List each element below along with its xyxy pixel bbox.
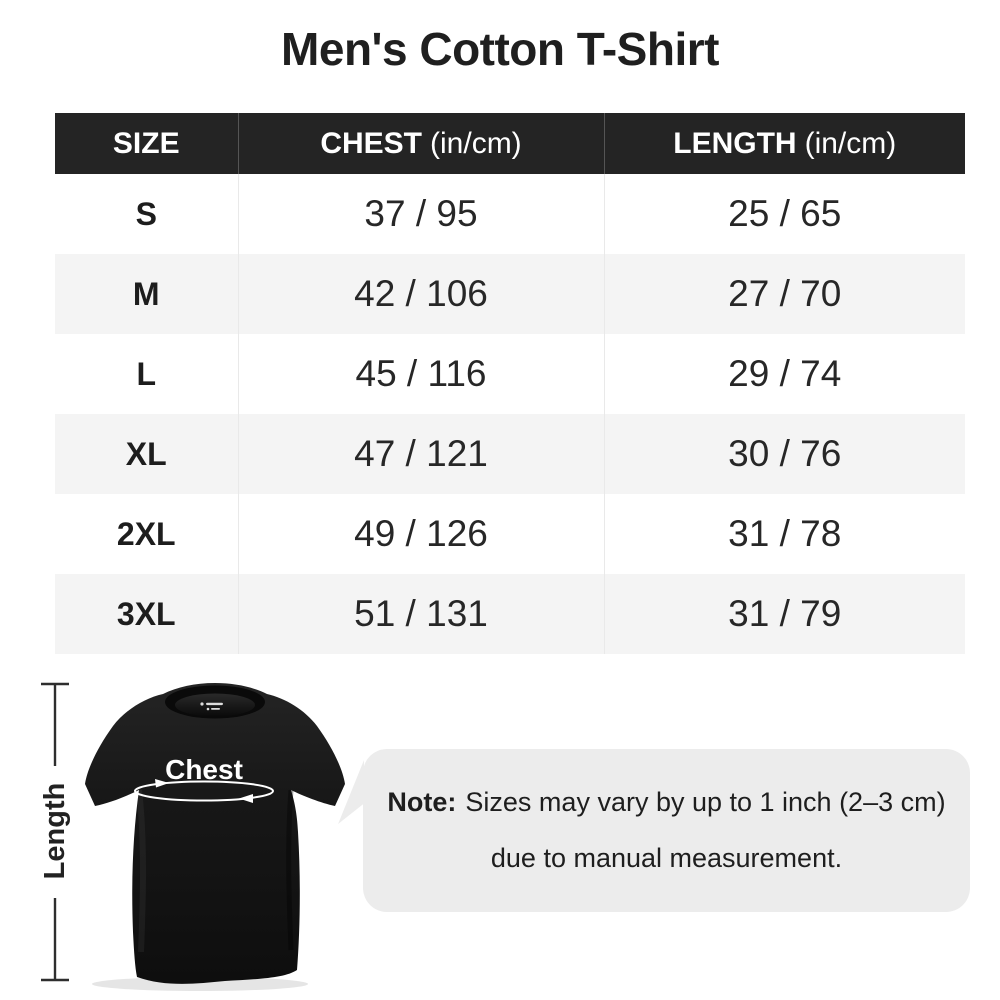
shirt-body [85,683,345,984]
length-cell: 31 / 79 [728,593,842,634]
size-cell: 3XL [55,574,239,654]
column-header-chest: CHEST (in/cm) [238,113,605,174]
size-cell: 2XL [55,494,239,574]
chest-header-unit: (in/cm) [430,126,522,160]
table-row: M 42 / 106 27 / 70 [55,254,965,334]
length-label: Length [39,782,71,880]
length-cell: 29 / 74 [728,353,842,394]
chest-cell: 51 / 131 [238,574,605,654]
page-title: Men's Cotton T-Shirt [281,23,719,75]
size-cell: S [55,174,239,254]
length-dimension-indicator: Length [34,680,78,985]
chest-cell: 47 / 121 [238,414,605,494]
table-row: L 45 / 116 29 / 74 [55,334,965,414]
chest-cell: 42 / 106 [238,254,605,334]
length-cell: 25 / 65 [728,193,842,234]
note-text-line2: due to manual measurement. [490,843,843,873]
collar-brand-tag [200,702,223,711]
chest-header-label: CHEST [320,126,423,160]
chest-cell: 45 / 116 [238,334,605,414]
column-header-length: LENGTH (in/cm) [604,113,965,174]
size-cell: XL [55,414,239,494]
tshirt-illustration: Chest [75,682,345,992]
table-row: 3XL 51 / 131 31 / 79 [55,574,965,654]
chest-cell: 37 / 95 [238,174,605,254]
length-header-label: LENGTH [673,126,797,160]
size-header-label: SIZE [112,126,180,160]
table-header-row: SIZE CHEST (in/cm) LENGTH (in/cm) [55,113,965,174]
length-cell: 30 / 76 [728,433,842,474]
length-header-unit: (in/cm) [804,126,897,160]
table-row: S 37 / 95 25 / 65 [55,174,965,254]
table-body: S 37 / 95 25 / 65 M 42 / 106 27 / 70 L 4… [55,174,965,654]
length-cell: 27 / 70 [728,273,842,314]
table-row: 2XL 49 / 126 31 / 78 [55,494,965,574]
size-cell: L [55,334,239,414]
note-text-part1: Sizes may vary by up to 1 inch (2–3 cm) [465,787,946,817]
table-row: XL 47 / 121 30 / 76 [55,414,965,494]
length-dimension-line [41,682,69,982]
shirt-shadow [92,977,308,991]
tshirt-graphic [85,683,345,991]
note-prefix: Note: [387,787,457,817]
size-cell: M [55,254,239,334]
size-chart-table: SIZE CHEST (in/cm) LENGTH (in/cm) S 37 / 9… [55,113,965,654]
length-cell: 31 / 78 [728,513,842,554]
column-header-size: SIZE [55,113,239,174]
chest-cell: 49 / 126 [238,494,605,574]
note-text-line1: Note: Sizes may vary by up to 1 inch (2–3… [387,789,945,816]
chest-label: Chest [165,754,243,785]
chest-measurement-arrow [134,779,274,803]
note-bubble: Note: Sizes may vary by up to 1 inch (2–3… [338,749,970,912]
